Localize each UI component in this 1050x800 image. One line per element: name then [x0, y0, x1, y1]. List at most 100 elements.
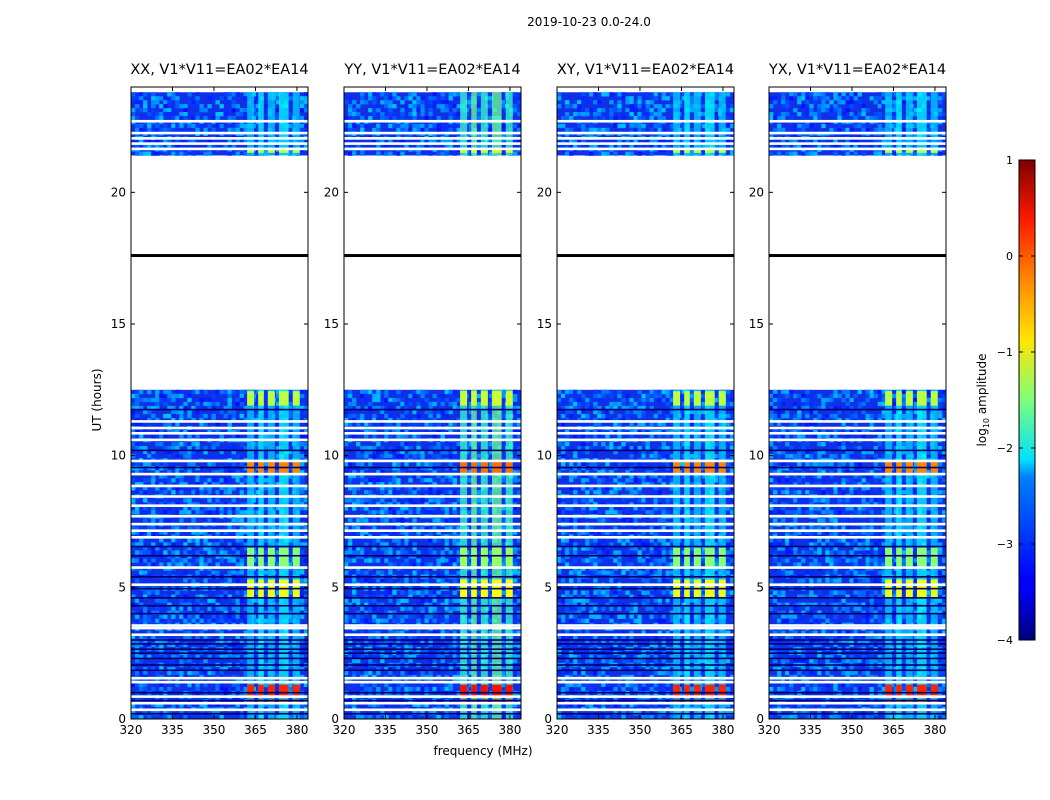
rfi-band: [491, 92, 502, 156]
flagged-row: [131, 522, 308, 526]
dark-row: [344, 712, 521, 715]
rfi-band: [471, 92, 477, 156]
rfi-strip: [247, 547, 255, 567]
dark-row: [557, 604, 734, 607]
flagged-row: [769, 459, 946, 463]
dark-row: [769, 699, 946, 702]
rfi-band: [673, 92, 681, 156]
y-tick-label: 15: [111, 317, 126, 331]
flagged-row: [557, 142, 734, 145]
flagged-row: [557, 676, 734, 680]
rfi-strip: [247, 699, 255, 705]
flagged-row: [557, 495, 734, 498]
flagged-row: [557, 472, 734, 476]
flagged-row: [557, 137, 734, 140]
dark-row: [557, 597, 734, 599]
rfi-strip: [258, 391, 264, 406]
x-tick-label: 365: [670, 723, 693, 737]
y-tick-label: 10: [749, 449, 764, 463]
colorbar-ticks: 1 0 −1 −2 −3 −4: [997, 154, 1035, 647]
flagged-row: [344, 695, 521, 698]
x-tick-label: 335: [587, 723, 610, 737]
colorbar: 10−1−2−3−4 log10 amplitude: [975, 154, 1036, 647]
rfi-strip: [693, 148, 701, 153]
dark-row: [344, 587, 521, 590]
dark-row: [344, 664, 521, 666]
flagged-row: [557, 624, 734, 627]
flagged-row: [344, 147, 521, 151]
rfi-strip: [258, 547, 264, 567]
y-tick-label: 10: [111, 449, 126, 463]
flagged-row: [557, 514, 734, 518]
colorbar-tick-label: −4: [997, 634, 1013, 647]
rfi-strip: [704, 684, 715, 697]
panel-3: YX, V1*V11=EA02*EA14 320 335 350 365 380 0 5 10 1…: [749, 62, 947, 737]
rfi-strip: [292, 699, 300, 705]
rfi-strip: [278, 684, 289, 697]
dark-row: [344, 657, 521, 660]
flagged-row: [769, 566, 946, 569]
flagged-row: [131, 137, 308, 140]
dark-row: [344, 576, 521, 578]
rfi-strip: [471, 391, 477, 406]
dark-row: [557, 643, 734, 645]
dark-row: [131, 691, 308, 694]
flagged-row: [769, 583, 946, 586]
flagged-row: [344, 522, 521, 526]
rfi-band: [693, 92, 701, 156]
flagged-row: [557, 626, 734, 630]
flagged-row: [769, 495, 946, 498]
rfi-strip: [247, 391, 255, 406]
dark-row: [131, 643, 308, 645]
y-tick-label: 5: [331, 580, 339, 594]
rfi-strip: [491, 459, 502, 473]
flagged-row: [344, 142, 521, 145]
rfi-band: [505, 92, 513, 156]
rfi-strip: [480, 391, 488, 406]
rfi-strip: [673, 148, 681, 153]
rfi-strip: [267, 699, 275, 705]
dark-row: [131, 545, 308, 548]
rfi-strip: [930, 699, 938, 705]
dark-row: [131, 639, 308, 641]
rfi-strip: [916, 699, 927, 705]
rfi-strip: [460, 699, 468, 705]
colorbar-gradient: [1018, 159, 1036, 641]
flagged-row: [344, 676, 521, 680]
dark-row: [131, 408, 308, 411]
flagged-row: [557, 147, 734, 151]
dark-row: [344, 612, 521, 615]
rfi-strip: [247, 148, 255, 153]
flagged-row: [557, 633, 734, 637]
colorbar-label-rest: amplitude: [975, 354, 989, 418]
flagged-row: [769, 708, 946, 712]
flagged-row: [344, 633, 521, 637]
y-tick-label: 5: [544, 580, 552, 594]
rfi-strip: [693, 699, 701, 705]
flagged-row: [769, 438, 946, 442]
flagged-row: [131, 495, 308, 498]
flagged-row: [557, 131, 734, 135]
panel-0-image: [131, 92, 308, 719]
rfi-strip: [247, 684, 255, 697]
flagged-row: [769, 514, 946, 518]
flagged-row: [557, 701, 734, 705]
colorbar-label-base: log: [975, 428, 989, 446]
rfi-strip: [491, 699, 502, 705]
x-tick-label: 320: [546, 723, 569, 737]
rfi-strip: [684, 684, 690, 697]
flagged-row: [769, 701, 946, 705]
rfi-strip: [896, 684, 902, 697]
rfi-strip: [292, 459, 300, 473]
x-tick-label: 320: [333, 723, 356, 737]
rfi-strip: [885, 547, 893, 567]
flagged-row: [557, 119, 734, 123]
dark-row: [769, 466, 946, 469]
dark-row: [344, 408, 521, 411]
flagged-row: [131, 624, 308, 627]
panel-2-frame: [556, 86, 735, 720]
dark-row: [769, 545, 946, 548]
rfi-strip: [718, 699, 726, 705]
flagged-row: [131, 680, 308, 684]
colorbar-tick-label: −1: [997, 346, 1013, 359]
